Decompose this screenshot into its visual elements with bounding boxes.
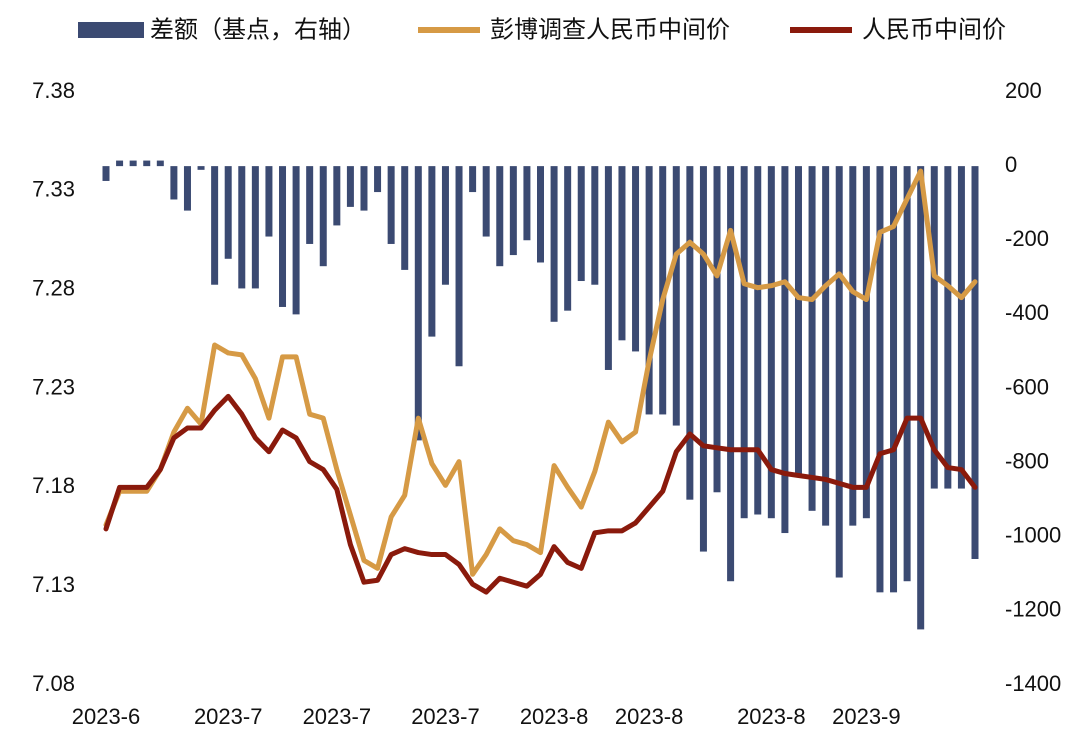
line-series [103, 168, 978, 577]
bar [550, 166, 558, 322]
bar [672, 166, 680, 426]
x-tick-label: 2023-8 [615, 704, 684, 729]
bar [537, 166, 544, 263]
bar [727, 166, 735, 582]
bar [102, 166, 110, 181]
bar [686, 166, 694, 500]
bar [265, 166, 273, 237]
bar [944, 166, 952, 489]
y2-tick-label: 200 [1005, 78, 1042, 103]
bar [822, 166, 830, 526]
bar [360, 166, 368, 211]
bar [767, 166, 775, 519]
bar [441, 166, 449, 285]
bar [523, 166, 531, 241]
bar [143, 160, 151, 167]
x-tick-label: 2023-7 [411, 704, 480, 729]
bar [903, 166, 911, 582]
bar [849, 166, 857, 526]
bar [170, 166, 178, 200]
bar [455, 166, 463, 367]
bar [401, 166, 409, 270]
y-tick-label: 7.38 [32, 78, 75, 103]
bar [387, 166, 395, 244]
bar [835, 166, 843, 578]
bar [414, 166, 422, 441]
bar [564, 166, 572, 311]
bar [971, 166, 979, 559]
legend-swatch [78, 22, 144, 38]
y2-tick-label: -600 [1005, 374, 1049, 399]
x-tick-label: 2023-9 [832, 704, 901, 729]
bar [618, 166, 626, 341]
bar [496, 166, 504, 267]
bar [754, 166, 762, 515]
bar [333, 166, 341, 226]
bar [482, 166, 490, 237]
y2-tick-label: 0 [1005, 152, 1017, 177]
y2-tick-label: -1000 [1005, 523, 1061, 548]
bar [346, 166, 354, 207]
bar [876, 166, 884, 593]
x-tick-label: 2023-8 [737, 704, 806, 729]
bar [374, 166, 382, 193]
y-tick-label: 7.08 [32, 671, 75, 696]
bar [781, 166, 789, 534]
bar [604, 166, 612, 370]
y-tick-label: 7.33 [32, 177, 75, 202]
bar [292, 166, 300, 315]
y2-tick-label: -400 [1005, 300, 1049, 325]
bar [917, 166, 925, 630]
bar [808, 166, 816, 511]
bar [251, 166, 259, 289]
bar [591, 166, 599, 285]
legend-label: 差额（基点，右轴） [150, 16, 366, 43]
bar [659, 166, 667, 415]
y2-tick-label: -1400 [1005, 671, 1061, 696]
bar [197, 166, 205, 170]
bar [740, 166, 748, 519]
x-tick-label: 2023-6 [72, 704, 141, 729]
bar [428, 166, 436, 337]
bar [632, 166, 640, 352]
bar [469, 166, 477, 193]
bar [129, 160, 137, 167]
y2-tick-label: -800 [1005, 448, 1049, 473]
bar [319, 166, 327, 267]
x-tick-label: 2023-7 [194, 704, 263, 729]
bar [794, 166, 802, 478]
y-tick-label: 7.18 [32, 473, 75, 498]
legend-label: 彭博调查人民币中间价 [490, 16, 730, 43]
y2-tick-label: -200 [1005, 226, 1049, 251]
y-tick-label: 7.13 [32, 572, 75, 597]
bar [279, 166, 287, 307]
legend-label: 人民币中间价 [862, 16, 1006, 43]
bar [577, 166, 585, 282]
y2-tick-label: -1200 [1005, 597, 1061, 622]
bar [156, 160, 164, 167]
x-tick-label: 2023-8 [520, 704, 589, 729]
bar [211, 166, 219, 285]
bar [509, 166, 517, 256]
bar [645, 166, 653, 415]
bar [957, 166, 965, 489]
x-tick-label: 2023-7 [303, 704, 372, 729]
bar [224, 166, 232, 259]
bar [890, 166, 898, 593]
bar [713, 166, 721, 493]
y-tick-label: 7.28 [32, 275, 75, 300]
bar [930, 166, 938, 489]
y-tick-label: 7.23 [32, 374, 75, 399]
bar [306, 166, 314, 244]
line-series [103, 393, 978, 595]
bar [183, 166, 191, 211]
bar [699, 166, 707, 552]
bar [238, 166, 246, 289]
bar [862, 166, 870, 519]
bar [116, 160, 124, 167]
